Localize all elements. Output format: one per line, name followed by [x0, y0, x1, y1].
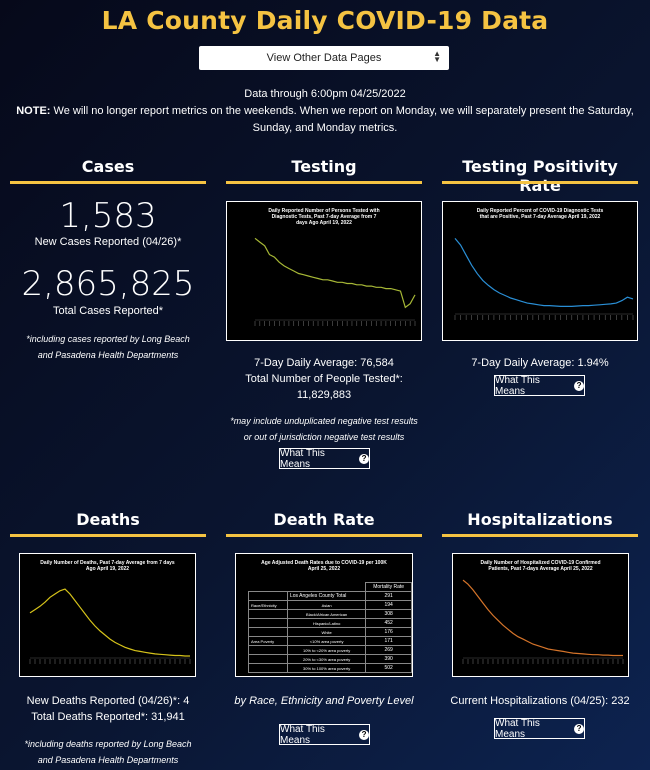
hosp-title: Hospitalizations — [467, 510, 613, 529]
select-label: View Other Data Pages — [266, 52, 382, 64]
page-title: LA County Daily COVID-19 Data — [101, 6, 549, 35]
death-rate-table: Mortality Rate Los Angeles County Total 2… — [248, 582, 412, 673]
table-row: Race/Ethnicity Asian 194 — [248, 600, 412, 610]
death-rate-underline — [226, 534, 422, 537]
testing-chart-svg — [254, 237, 416, 326]
cases-underline — [10, 181, 206, 184]
death-rate-chart-title: Age Adjusted Death Rates due to COVID-19… — [261, 560, 387, 572]
table-row: 20% to <30% area poverty 390 — [248, 654, 412, 664]
positivity-what-this-means-button[interactable]: What This Means? — [494, 374, 585, 397]
new-cases-value: 1,583 — [59, 196, 157, 236]
positivity-chart-svg — [454, 238, 634, 320]
cases-title: Cases — [81, 157, 135, 176]
testing-avg: 7-Day Daily Average: 76,584 — [254, 357, 394, 369]
note-body: We will no longer report metrics on the … — [50, 105, 634, 134]
deaths-footnote: *including deaths reported by Long Beach… — [24, 739, 192, 765]
note-label: NOTE: — [16, 105, 51, 117]
death-rate-title: Death Rate — [273, 510, 375, 529]
question-icon: ? — [574, 723, 584, 734]
positivity-title: Testing Positivity Rate — [462, 157, 618, 195]
deaths-new: New Deaths Reported (04/26)*: 4 — [26, 695, 190, 707]
select-arrows-icon: ▲ ▼ — [433, 49, 441, 64]
view-other-pages-select[interactable]: View Other Data Pages ▲ ▼ — [199, 46, 449, 70]
question-icon: ? — [359, 453, 369, 464]
deaths-title: Deaths — [76, 510, 140, 529]
new-cases-label: New Cases Reported (04/26)* — [34, 236, 182, 248]
deaths-underline — [10, 534, 206, 537]
positivity-underline — [442, 181, 638, 184]
table-row: Black/African American 308 — [248, 609, 412, 619]
testing-chart-title: Daily Reported Number of Persons Tested … — [268, 208, 380, 226]
note-text: NOTE: We will no longer report metrics o… — [0, 103, 650, 137]
series-line — [462, 579, 623, 657]
hosp-chart: Daily Number of Hospitalized COVID-19 Co… — [452, 553, 629, 677]
testing-total-value: 11,829,883 — [296, 389, 352, 401]
question-icon: ? — [359, 729, 369, 740]
death-rate-label: by Race, Ethnicity and Poverty Level — [234, 695, 414, 707]
button-label: What This Means — [495, 374, 540, 397]
button-label: What This Means — [495, 717, 540, 740]
death-rate-what-this-means-button[interactable]: What This Means? — [279, 723, 370, 746]
testing-what-this-means-button[interactable]: What This Means? — [279, 447, 370, 470]
deaths-chart-svg — [29, 588, 191, 664]
deaths-chart-title: Daily Number of Deaths, Past 7-day Avera… — [40, 560, 175, 572]
hosp-current: Current Hospitalizations (04/25): 232 — [450, 695, 630, 707]
mortality-rate-header: Mortality Rate — [365, 582, 412, 592]
death-rate-table-image: Age Adjusted Death Rates due to COVID-19… — [235, 553, 413, 677]
table-row: White 176 — [248, 627, 412, 637]
deaths-chart: Daily Number of Deaths, Past 7-day Avera… — [19, 553, 196, 677]
series-line — [254, 237, 416, 309]
hosp-underline — [442, 534, 638, 537]
testing-underline — [226, 181, 422, 184]
positivity-avg: 7-Day Daily Average: 1.94% — [471, 357, 609, 369]
total-cases-value: 2,865,825 — [21, 264, 195, 304]
testing-chart: Daily Reported Number of Persons Tested … — [226, 201, 422, 341]
hosp-chart-svg — [462, 579, 624, 664]
table-row: 10% to <20% area poverty 269 — [248, 645, 412, 655]
series-line — [29, 588, 190, 657]
table-row: 30% to 100% area poverty 502 — [248, 663, 412, 673]
question-icon: ? — [574, 380, 584, 391]
positivity-chart-title: Daily Reported Percent of COVID-19 Diagn… — [476, 208, 604, 220]
series-line — [454, 238, 634, 308]
table-row: Hispanic/Latino 452 — [248, 618, 412, 628]
table-row: Area Poverty <10% area poverty 171 — [248, 636, 412, 646]
table-corner — [249, 583, 366, 592]
data-through-text: Data through 6:00pm 04/25/2022 — [244, 88, 406, 100]
testing-total-label: Total Number of People Tested*: — [245, 373, 403, 385]
hosp-chart-title: Daily Number of Hospitalized COVID-19 Co… — [480, 560, 601, 572]
total-cases-label: Total Cases Reported* — [52, 305, 164, 317]
table-row: Los Angeles County Total 291 — [248, 591, 412, 601]
testing-footnote: *may include unduplicated negative test … — [230, 416, 418, 442]
hosp-what-this-means-button[interactable]: What This Means? — [494, 717, 585, 740]
button-label: What This Means — [280, 723, 325, 746]
deaths-total: Total Deaths Reported*: 31,941 — [31, 711, 185, 723]
testing-title: Testing — [291, 157, 357, 176]
cases-footnote: *including cases reported by Long Beach … — [26, 334, 190, 360]
button-label: What This Means — [280, 447, 325, 470]
positivity-chart: Daily Reported Percent of COVID-19 Diagn… — [442, 201, 638, 341]
